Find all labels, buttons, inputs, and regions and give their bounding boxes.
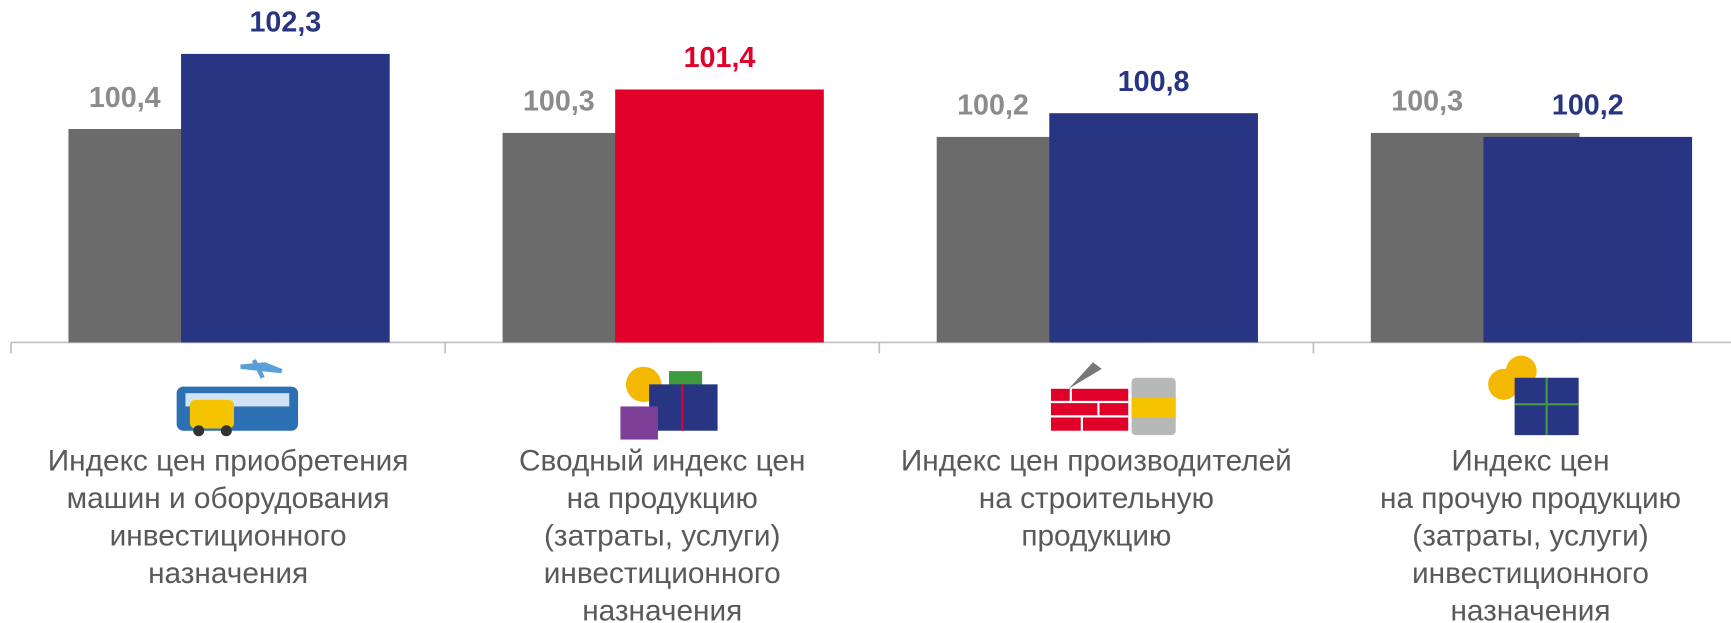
category-label: на прочую продукцию xyxy=(1380,482,1681,515)
icon-construction xyxy=(1050,362,1176,436)
category-label: на строительную xyxy=(979,482,1214,515)
icon-other xyxy=(1488,355,1579,436)
category-label: инвестиционного xyxy=(1412,557,1649,590)
value-label: 100,2 xyxy=(957,90,1029,122)
value-label: 101,4 xyxy=(684,42,756,74)
category-label: (затраты, услуги) xyxy=(1412,520,1648,553)
bar xyxy=(181,53,390,343)
icon-goods xyxy=(620,366,718,440)
category-label: (затраты, услуги) xyxy=(544,520,780,553)
bar xyxy=(1049,113,1258,343)
value-label: 102,3 xyxy=(249,7,321,39)
value-label: 100,3 xyxy=(1391,86,1463,118)
value-label: 100,2 xyxy=(1552,90,1624,122)
bar xyxy=(615,89,824,343)
category-label: продукцию xyxy=(1021,520,1171,553)
icon-transport xyxy=(176,359,299,437)
category-label: назначения xyxy=(148,557,308,590)
value-label: 100,8 xyxy=(1118,66,1190,98)
category-label: инвестиционного xyxy=(110,520,347,553)
category-label: Индекс цен xyxy=(1451,445,1609,478)
category-label: Индекс цен производителей xyxy=(901,445,1292,478)
category-label: машин и оборудования xyxy=(67,482,390,515)
category-label: назначения xyxy=(582,595,742,623)
value-label: 100,3 xyxy=(523,86,595,118)
category-label: Индекс цен приобретения xyxy=(48,445,409,478)
category-label: Сводный индекс цен xyxy=(519,445,805,478)
category-label: инвестиционного xyxy=(544,557,781,590)
category-label: назначения xyxy=(1450,595,1610,623)
category-label: на продукцию xyxy=(567,482,758,515)
bar xyxy=(1483,136,1693,343)
value-label: 100,4 xyxy=(89,82,161,114)
